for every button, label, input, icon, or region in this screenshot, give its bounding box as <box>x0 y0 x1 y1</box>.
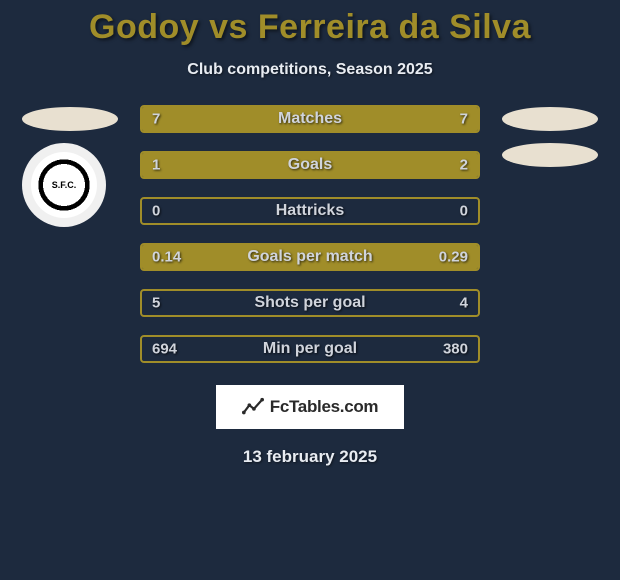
bar-row: 694 Min per goal 380 <box>140 335 480 363</box>
bars-container: 7 Matches 7 1 Goals 2 0 Hattricks 0 0.14… <box>140 105 480 363</box>
fctables-logo-box: FcTables.com <box>216 385 404 429</box>
footer-date: 13 february 2025 <box>0 447 620 467</box>
bar-row: 5 Shots per goal 4 <box>140 289 480 317</box>
player-ellipse-right-2 <box>502 143 598 167</box>
player-ellipse-left <box>22 107 118 131</box>
bar-label: Hattricks <box>142 202 478 220</box>
bar-row: 0 Hattricks 0 <box>140 197 480 225</box>
club-logo-text: S.F.C. <box>52 180 77 190</box>
club-logo-inner: S.F.C. <box>31 152 97 218</box>
bar-label: Goals per match <box>142 248 478 266</box>
right-side <box>498 105 598 363</box>
club-logo-left: S.F.C. <box>22 143 106 227</box>
chart-icon <box>242 396 264 418</box>
bar-row: 1 Goals 2 <box>140 151 480 179</box>
comparison-content: S.F.C. 7 Matches 7 1 Goals 2 0 Hattricks… <box>0 105 620 363</box>
bar-label: Matches <box>142 110 478 128</box>
bar-label: Shots per goal <box>142 294 478 312</box>
bar-row: 0.14 Goals per match 0.29 <box>140 243 480 271</box>
bar-value-right: 4 <box>460 295 468 312</box>
player-ellipse-right-1 <box>502 107 598 131</box>
bar-value-right: 2 <box>460 157 468 174</box>
bar-value-right: 0 <box>460 203 468 220</box>
bar-row: 7 Matches 7 <box>140 105 480 133</box>
bar-value-right: 0.29 <box>439 249 468 266</box>
bar-value-right: 7 <box>460 111 468 128</box>
left-side: S.F.C. <box>22 105 122 363</box>
bar-label: Goals <box>142 156 478 174</box>
bar-label: Min per goal <box>142 340 478 358</box>
page-title: Godoy vs Ferreira da Silva <box>0 0 620 47</box>
page-subtitle: Club competitions, Season 2025 <box>0 61 620 79</box>
fctables-logo-text: FcTables.com <box>270 397 379 417</box>
bar-value-right: 380 <box>443 341 468 358</box>
